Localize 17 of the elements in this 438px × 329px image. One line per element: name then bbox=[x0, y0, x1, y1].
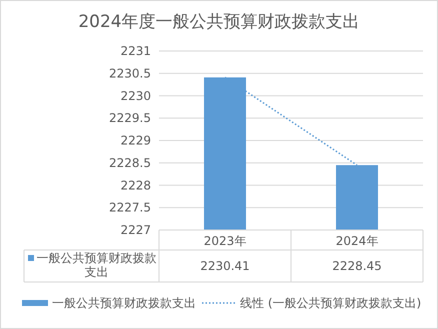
y-tick-label: 2230.5 bbox=[109, 66, 151, 80]
x-tick-label: 2023年 bbox=[204, 234, 246, 248]
data-label: 2230.41 bbox=[200, 259, 250, 273]
title: 2024年度一般公共预算财政拨款支出 bbox=[78, 12, 360, 32]
y-tick-label: 2231 bbox=[120, 44, 151, 58]
legend-label: 线性 (一般公共预算财政拨款支出) bbox=[240, 296, 422, 310]
y-tick-label: 2228 bbox=[120, 178, 151, 192]
text: 一般公共预算财政拨款支出 bbox=[52, 296, 196, 310]
legend-label: 一般公共预算财政拨款支出 bbox=[36, 251, 156, 279]
y-tick-label: 2230 bbox=[120, 88, 151, 103]
y-tick-label: 2229 bbox=[120, 134, 151, 148]
x-tick-label: 2024年 bbox=[336, 234, 378, 248]
data-label: 2228.45 bbox=[332, 259, 382, 273]
y-tick-label: 2229.5 bbox=[109, 111, 151, 126]
y-tick-label: 2227.5 bbox=[109, 200, 151, 215]
y-tick-label: 2228.5 bbox=[109, 156, 151, 170]
y-tick-label: 2227 bbox=[120, 223, 151, 237]
